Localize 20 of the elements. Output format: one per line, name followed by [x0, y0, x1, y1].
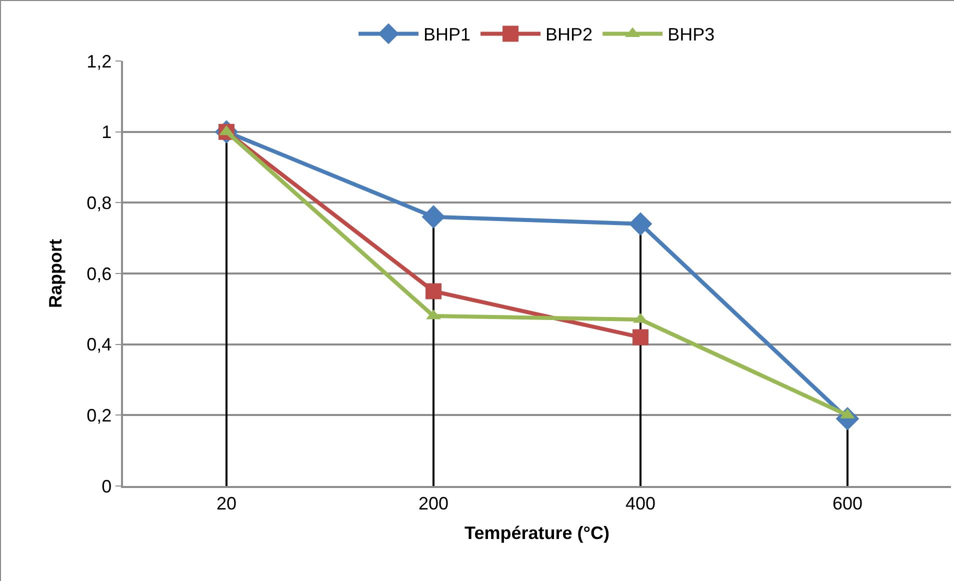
y-tick-label: 0,8 — [86, 192, 112, 213]
point — [632, 329, 648, 346]
y-tick-label: 0,2 — [86, 405, 112, 426]
x-tick-label: 600 — [832, 493, 863, 514]
x-tick-label: 20 — [216, 493, 237, 514]
x-tick-label: 400 — [625, 493, 656, 514]
x-tick-label: 200 — [418, 493, 449, 514]
y-tick-label: 0,4 — [86, 334, 112, 355]
y-tick-label: 1,2 — [86, 51, 112, 72]
x-axis-title: Température (°C) — [464, 522, 610, 543]
legend-label: BHP3 — [668, 24, 715, 45]
y-axis-title: Rapport — [45, 239, 66, 308]
point — [628, 212, 652, 236]
y-tick-label: 1 — [102, 122, 112, 142]
legend-label: BHP1 — [424, 24, 471, 45]
y-tick-label: 0 — [102, 476, 112, 496]
point — [422, 205, 446, 229]
point — [426, 283, 442, 300]
legend-label: BHP2 — [546, 24, 593, 45]
y-tick-label: 0,6 — [86, 264, 112, 284]
